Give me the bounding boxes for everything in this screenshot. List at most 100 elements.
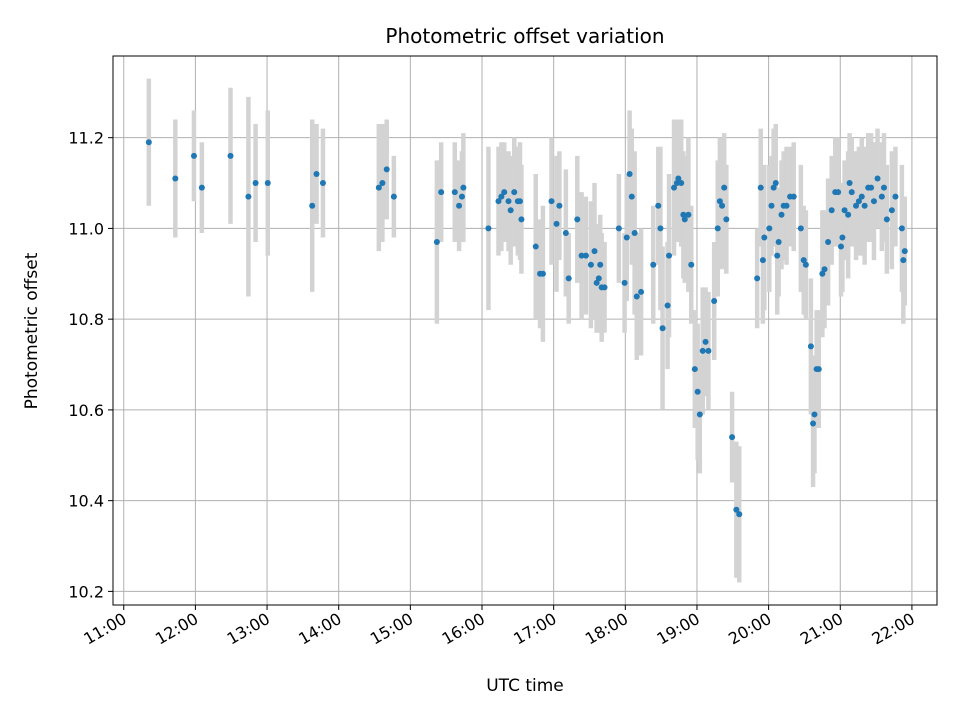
data-point (631, 229, 638, 236)
data-point (821, 266, 828, 273)
data-point (736, 511, 743, 518)
data-point (553, 220, 560, 227)
data-point (848, 189, 855, 196)
data-point (858, 193, 865, 200)
data-point (835, 189, 842, 196)
data-point (711, 298, 718, 305)
data-point (783, 202, 790, 209)
data-point (666, 252, 673, 259)
data-point (775, 239, 782, 246)
chart-title: Photometric offset variation (385, 24, 664, 48)
data-point (807, 343, 814, 350)
data-point (623, 234, 630, 241)
data-point (694, 388, 701, 395)
data-point (433, 239, 440, 246)
data-point (900, 257, 907, 264)
data-point (901, 248, 908, 255)
data-point (597, 261, 604, 268)
data-point (688, 261, 695, 268)
data-point (615, 225, 622, 232)
data-point (383, 166, 390, 173)
y-tick-label: 11.0 (68, 219, 104, 238)
data-point (800, 257, 807, 264)
data-point (757, 184, 764, 191)
data-point (578, 252, 585, 259)
data-point (556, 202, 563, 209)
data-point (680, 211, 687, 218)
data-point (883, 216, 890, 223)
data-point (825, 239, 832, 246)
data-point (548, 198, 555, 205)
y-axis-label: Photometric offset (22, 252, 42, 409)
data-point (601, 284, 608, 291)
data-point (766, 225, 773, 232)
data-point (705, 347, 712, 354)
data-point (485, 225, 492, 232)
data-point (309, 202, 316, 209)
data-point (768, 202, 775, 209)
data-point (245, 193, 252, 200)
data-point (733, 506, 740, 513)
data-point (729, 434, 736, 441)
data-point (638, 288, 645, 295)
data-point (655, 202, 662, 209)
data-point (870, 198, 877, 205)
data-point (790, 193, 797, 200)
data-point (778, 211, 785, 218)
data-point (505, 198, 512, 205)
data-point (659, 325, 666, 332)
data-point (759, 257, 766, 264)
data-point (770, 184, 777, 191)
data-point (774, 252, 781, 259)
data-point (681, 216, 688, 223)
data-point (797, 225, 804, 232)
data-point (721, 184, 728, 191)
data-point (699, 347, 706, 354)
data-point (591, 248, 598, 255)
data-point (438, 189, 445, 196)
data-point (853, 202, 860, 209)
data-point (587, 261, 594, 268)
data-point (675, 175, 682, 182)
data-point (650, 261, 657, 268)
data-point (633, 293, 640, 300)
y-tick-label: 10.2 (68, 582, 104, 601)
data-point (621, 279, 628, 286)
data-point (501, 189, 508, 196)
data-point (671, 184, 678, 191)
y-axis-ticks: 10.2 10.4 10.6 10.8 11.0 11.2 (68, 129, 113, 601)
data-point (565, 275, 572, 282)
data-point (678, 180, 685, 187)
data-point (761, 234, 768, 241)
x-axis-label: UTC time (486, 676, 564, 696)
data-point (657, 225, 664, 232)
data-point (696, 411, 703, 418)
data-point (451, 189, 458, 196)
data-point (811, 411, 818, 418)
data-point (518, 216, 525, 223)
data-point (390, 193, 397, 200)
data-point (628, 193, 635, 200)
data-point (878, 193, 885, 200)
data-point (460, 184, 467, 191)
data-point (375, 184, 382, 191)
data-point (172, 175, 179, 182)
y-tick-label: 11.2 (68, 129, 104, 148)
data-point (828, 207, 835, 214)
data-point (772, 180, 779, 187)
data-point (845, 211, 852, 218)
plot-area-frame (112, 55, 938, 606)
data-points (145, 139, 908, 518)
data-point (723, 216, 730, 223)
data-point (861, 202, 868, 209)
data-point (691, 366, 698, 373)
data-point (810, 420, 817, 427)
y-tick-label: 10.4 (68, 492, 104, 511)
data-point (714, 225, 721, 232)
data-point (846, 180, 853, 187)
data-point (319, 180, 326, 187)
data-point (716, 198, 723, 205)
data-point (685, 211, 692, 218)
data-point (673, 180, 680, 187)
